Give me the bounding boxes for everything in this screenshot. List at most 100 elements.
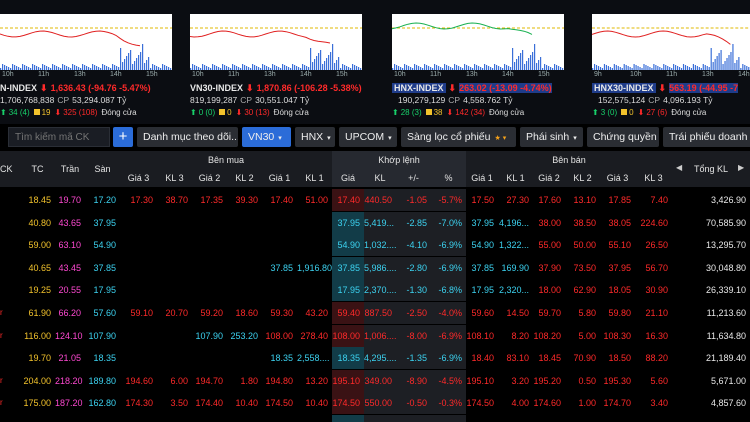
board-cell: 195.20 bbox=[533, 375, 561, 386]
search-input[interactable] bbox=[8, 127, 110, 147]
advancers: 3 (0) bbox=[600, 108, 618, 117]
index-card[interactable]: 10h 11h 13h 14h 15h VN30-INDEX ⬇ 1,870.86 (-106… bbox=[190, 0, 370, 124]
chevron-down-icon: ▾ bbox=[278, 135, 282, 142]
toolbar-button[interactable]: UPCOM ▾ bbox=[339, 127, 397, 147]
board-cell: 18.00 bbox=[538, 285, 561, 296]
chart-tick-label: 14h bbox=[502, 71, 514, 78]
unchanged-icon bbox=[33, 109, 40, 115]
board-cell bbox=[120, 257, 157, 279]
header-tc: TC bbox=[20, 151, 55, 187]
add-button[interactable]: + bbox=[113, 127, 133, 147]
index-volume-row: 819,199,287 CP 30,551.047 Tỷ bbox=[190, 95, 309, 105]
board-cell: 30,048.80 bbox=[705, 262, 746, 273]
board-cell: 169.90 bbox=[501, 262, 529, 273]
header-match: Khớp lệnh bbox=[332, 151, 466, 169]
board-cell bbox=[120, 212, 157, 234]
board-cell: -6.9% bbox=[431, 324, 466, 347]
stock-code-cell[interactable]: r bbox=[0, 370, 20, 392]
board-cell: 7.40 bbox=[650, 195, 668, 205]
board-cell: 59.40 bbox=[332, 302, 364, 324]
toolbar-button[interactable]: Sàng lọc cổ phiếu ★ ▾ bbox=[401, 127, 516, 147]
index-value: 30,551.047 Tỷ bbox=[255, 95, 310, 105]
chart-tick-label: 14h bbox=[738, 71, 750, 78]
board-cell: 27.30 bbox=[506, 195, 529, 205]
column-header: +/- bbox=[396, 169, 431, 187]
toolbar-button[interactable]: Danh mục theo dõi... bbox=[137, 127, 238, 147]
board-cell: 51.00 bbox=[305, 195, 328, 205]
toolbar-button[interactable]: HNX ▾ bbox=[295, 127, 335, 147]
board-cell: 18.40 bbox=[471, 353, 494, 364]
board-cell: -1.30 bbox=[396, 279, 431, 302]
stock-code-cell[interactable]: r bbox=[0, 392, 20, 414]
value-label: CP bbox=[648, 95, 661, 105]
board-cell bbox=[227, 234, 262, 256]
board-cell: 174.30 bbox=[125, 398, 153, 409]
board-cell: 54.90 bbox=[192, 415, 227, 422]
chart-tick-label: 14h bbox=[300, 71, 312, 78]
board-cell: 3.20 bbox=[511, 375, 529, 386]
row-marker: r bbox=[0, 398, 3, 408]
stock-code-cell[interactable] bbox=[0, 279, 20, 301]
index-panel: 10h 11h 13h 14h 15h N-INDEX ⬇ 1,636.43 (-94.76 … bbox=[0, 0, 750, 124]
decliners: 142 (34) bbox=[455, 108, 486, 117]
board-cell: 17.40 bbox=[332, 189, 364, 211]
board-cell: -6.9% bbox=[431, 347, 466, 370]
decliners: 30 (13) bbox=[244, 108, 270, 117]
board-cell: 55.20 bbox=[600, 415, 635, 422]
market-status: Đóng cửa bbox=[101, 108, 137, 117]
column-header: KL bbox=[364, 169, 396, 187]
board-cell bbox=[120, 325, 157, 347]
board-cell: 550.00 bbox=[364, 392, 396, 415]
board-cell: 38.70 bbox=[165, 195, 188, 205]
stock-code-cell[interactable] bbox=[0, 212, 20, 234]
value-label: CP bbox=[240, 95, 253, 105]
stock-code-cell[interactable]: r bbox=[0, 302, 20, 324]
column-header: KL 1 bbox=[297, 169, 332, 187]
stock-code-cell[interactable] bbox=[0, 189, 20, 211]
board-cell: 204.00 bbox=[23, 375, 51, 386]
stock-code-cell[interactable] bbox=[0, 347, 20, 369]
sort-icon[interactable]: ◀ bbox=[676, 163, 683, 172]
board-cell: 17.50 bbox=[471, 195, 494, 205]
index-card[interactable]: 10h 11h 13h 14h 15h HNX-INDEX ⬇ 263.02 (-13.09 … bbox=[392, 0, 572, 124]
board-cell: 5.00 bbox=[578, 330, 596, 341]
index-card[interactable]: 9h10h11h13h14h1HNX30-INDEX⬇563.19 (-44.9… bbox=[592, 0, 750, 124]
board-cell: 3.40 bbox=[650, 398, 668, 409]
index-volume: 152,575,124 bbox=[598, 95, 646, 105]
board-cell: -0.50 bbox=[396, 392, 431, 415]
index-name[interactable]: N-INDEX bbox=[0, 83, 38, 93]
chart-tick-label: 10h bbox=[630, 71, 642, 78]
decliners: 27 (6) bbox=[646, 108, 668, 117]
index-card[interactable]: 10h 11h 13h 14h 15h N-INDEX ⬇ 1,636.43 (-94.76 … bbox=[0, 0, 172, 124]
stock-code-cell[interactable]: r bbox=[0, 325, 20, 347]
board-cell: 174.40 bbox=[195, 398, 223, 409]
board-cell: 5,671.00 bbox=[710, 375, 746, 386]
stock-code-cell[interactable]: r bbox=[0, 415, 20, 422]
chevron-down-icon: ▾ bbox=[573, 135, 577, 142]
stock-code-cell[interactable] bbox=[0, 257, 20, 279]
index-name[interactable]: HNX-INDEX bbox=[392, 83, 446, 93]
star-icon: ★ ▾ bbox=[494, 135, 507, 142]
chart-tick-label: 11h bbox=[430, 71, 442, 78]
index-name[interactable]: VN30-INDEX bbox=[190, 83, 244, 93]
board-cell: 43.65 bbox=[58, 217, 81, 228]
board-cell: 4,295.... bbox=[364, 347, 396, 370]
index-value: 4,558.762 Tỷ bbox=[463, 95, 513, 105]
toolbar-button[interactable]: Chứng quyền bbox=[587, 127, 659, 147]
sort-icon[interactable]: ▶ bbox=[738, 163, 745, 172]
board-cell: 21.05 bbox=[58, 353, 81, 364]
stock-code-cell[interactable] bbox=[0, 234, 20, 256]
toolbar-button[interactable]: Phái sinh ▾ bbox=[520, 127, 583, 147]
index-volume-row: 190,279,129 CP 4,558.762 Tỷ bbox=[398, 95, 513, 105]
chart-tick-label: 13h bbox=[74, 71, 86, 78]
header-bid: Bên mua bbox=[120, 151, 332, 169]
index-volume-row: 152,575,124 CP 4,096.193 Tỷ bbox=[598, 95, 713, 105]
board-cell: 59.70 bbox=[538, 308, 561, 318]
board-cell: 5,986.... bbox=[364, 256, 396, 279]
toolbar-button[interactable]: VN30 ▾ bbox=[242, 127, 291, 147]
toolbar-button[interactable]: Trái phiếu doanh n bbox=[663, 127, 750, 147]
board-cell: 11,634.80 bbox=[706, 330, 746, 341]
index-name[interactable]: HNX30-INDEX bbox=[592, 83, 656, 93]
board-cell: 1,032.... bbox=[364, 234, 396, 257]
board-cell: 73.50 bbox=[573, 262, 596, 273]
